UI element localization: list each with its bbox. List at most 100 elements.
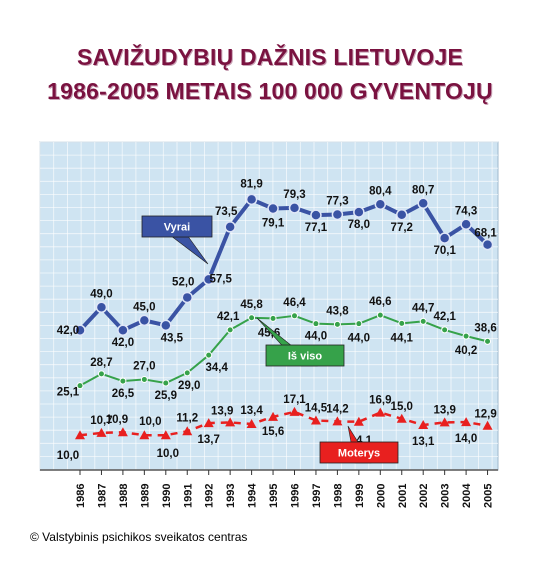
x-tick-label: 1996 [290, 484, 302, 508]
x-tick-label: 2001 [397, 484, 409, 508]
data-point [482, 420, 493, 430]
data-label: 81,9 [240, 178, 262, 190]
data-label: 52,0 [172, 276, 194, 288]
data-point [375, 407, 386, 417]
data-label: 15,6 [262, 426, 284, 438]
data-label: 79,3 [283, 189, 305, 201]
x-tick-label: 1992 [204, 484, 216, 508]
legend-moterys-label: Moterys [338, 448, 380, 460]
data-label: 34,4 [206, 362, 229, 374]
data-label: 17,1 [283, 394, 306, 406]
data-point [96, 427, 107, 437]
legend-moterys-box [319, 441, 399, 464]
data-label: 14,0 [455, 433, 477, 445]
data-label: 42,1 [433, 311, 456, 323]
data-label: 44,1 [391, 332, 414, 344]
data-label: 42,0 [112, 337, 134, 349]
data-point [331, 208, 344, 221]
data-point [225, 417, 236, 427]
data-point [355, 320, 363, 328]
data-label: 15,0 [391, 401, 413, 413]
x-tick-label: 1986 [75, 484, 87, 508]
data-point [267, 202, 279, 215]
data-label: 12,9 [474, 409, 496, 421]
data-label: 46,6 [369, 296, 391, 308]
data-label: 10,0 [157, 448, 179, 460]
x-tick-label: 2005 [483, 484, 495, 508]
data-point [139, 430, 150, 440]
x-tick-label: 1994 [247, 483, 259, 508]
legend-is-viso-box [265, 344, 345, 367]
data-label: 10,0 [57, 450, 79, 462]
data-point [245, 193, 258, 206]
data-label: 13,1 [412, 436, 435, 448]
data-point [248, 314, 256, 322]
data-label: 49,0 [90, 288, 112, 300]
data-label: 26,5 [112, 388, 135, 400]
data-label: 70,1 [433, 245, 456, 257]
plot-area [39, 141, 499, 471]
data-point [396, 413, 407, 423]
data-point [461, 417, 472, 427]
data-label: 42,1 [217, 311, 240, 323]
data-point [138, 314, 151, 327]
data-point [288, 202, 301, 214]
data-label: 25,9 [155, 390, 177, 402]
data-label: 77,2 [391, 222, 413, 234]
data-label: 40,2 [455, 345, 477, 357]
data-point [353, 206, 365, 218]
data-point [439, 417, 450, 427]
data-point [418, 420, 429, 430]
x-tick-label: 2003 [440, 484, 452, 508]
source-credit: © Valstybinis psichikos sveikatos centra… [30, 530, 248, 544]
data-point [97, 370, 105, 378]
data-point [76, 382, 84, 390]
data-label: 27,0 [133, 360, 155, 372]
data-label: 13,9 [433, 404, 455, 416]
data-point [438, 232, 451, 244]
data-label: 16,9 [369, 395, 391, 407]
data-label: 77,1 [305, 222, 328, 234]
data-label: 13,9 [211, 405, 233, 417]
series-line [79, 314, 488, 387]
data-label: 10,9 [106, 414, 128, 426]
data-point [396, 209, 408, 221]
data-label: 57,5 [210, 273, 233, 285]
data-label: 45,8 [240, 299, 263, 311]
data-point [441, 326, 449, 334]
legend-is-viso-label: Iš viso [288, 351, 323, 363]
data-point [205, 351, 213, 359]
data-point [202, 273, 215, 286]
x-tick-label: 1990 [161, 484, 173, 508]
data-point [398, 319, 406, 327]
data-label: 43,5 [161, 332, 184, 344]
data-point [460, 218, 472, 231]
series-line [79, 410, 488, 437]
data-label: 46,4 [283, 297, 306, 309]
data-label: 28,7 [90, 357, 112, 369]
x-tick-label: 1993 [225, 484, 237, 508]
data-label: 42,0 [57, 325, 79, 337]
data-label: 10,7 [90, 415, 112, 427]
data-point [182, 426, 193, 436]
data-point [268, 411, 279, 421]
data-label: 77,3 [326, 195, 348, 207]
data-label: 79,1 [262, 218, 285, 230]
data-point [374, 198, 387, 211]
data-label: 80,4 [369, 185, 392, 197]
data-point [162, 379, 170, 387]
legend-vyrai-box [141, 215, 213, 238]
data-point [291, 312, 298, 320]
x-tick-label: 1988 [118, 484, 130, 508]
x-tick-label: 1989 [139, 484, 151, 508]
x-tick-label: 1997 [311, 484, 323, 508]
data-point [312, 320, 320, 328]
data-label: 38,6 [474, 322, 496, 334]
data-point [226, 326, 234, 334]
data-label: 10,0 [139, 416, 161, 428]
data-point [224, 221, 236, 233]
x-tick-label: 1987 [96, 484, 108, 508]
x-tick-label: 1995 [268, 484, 280, 508]
x-tick-label: 2004 [461, 483, 473, 508]
